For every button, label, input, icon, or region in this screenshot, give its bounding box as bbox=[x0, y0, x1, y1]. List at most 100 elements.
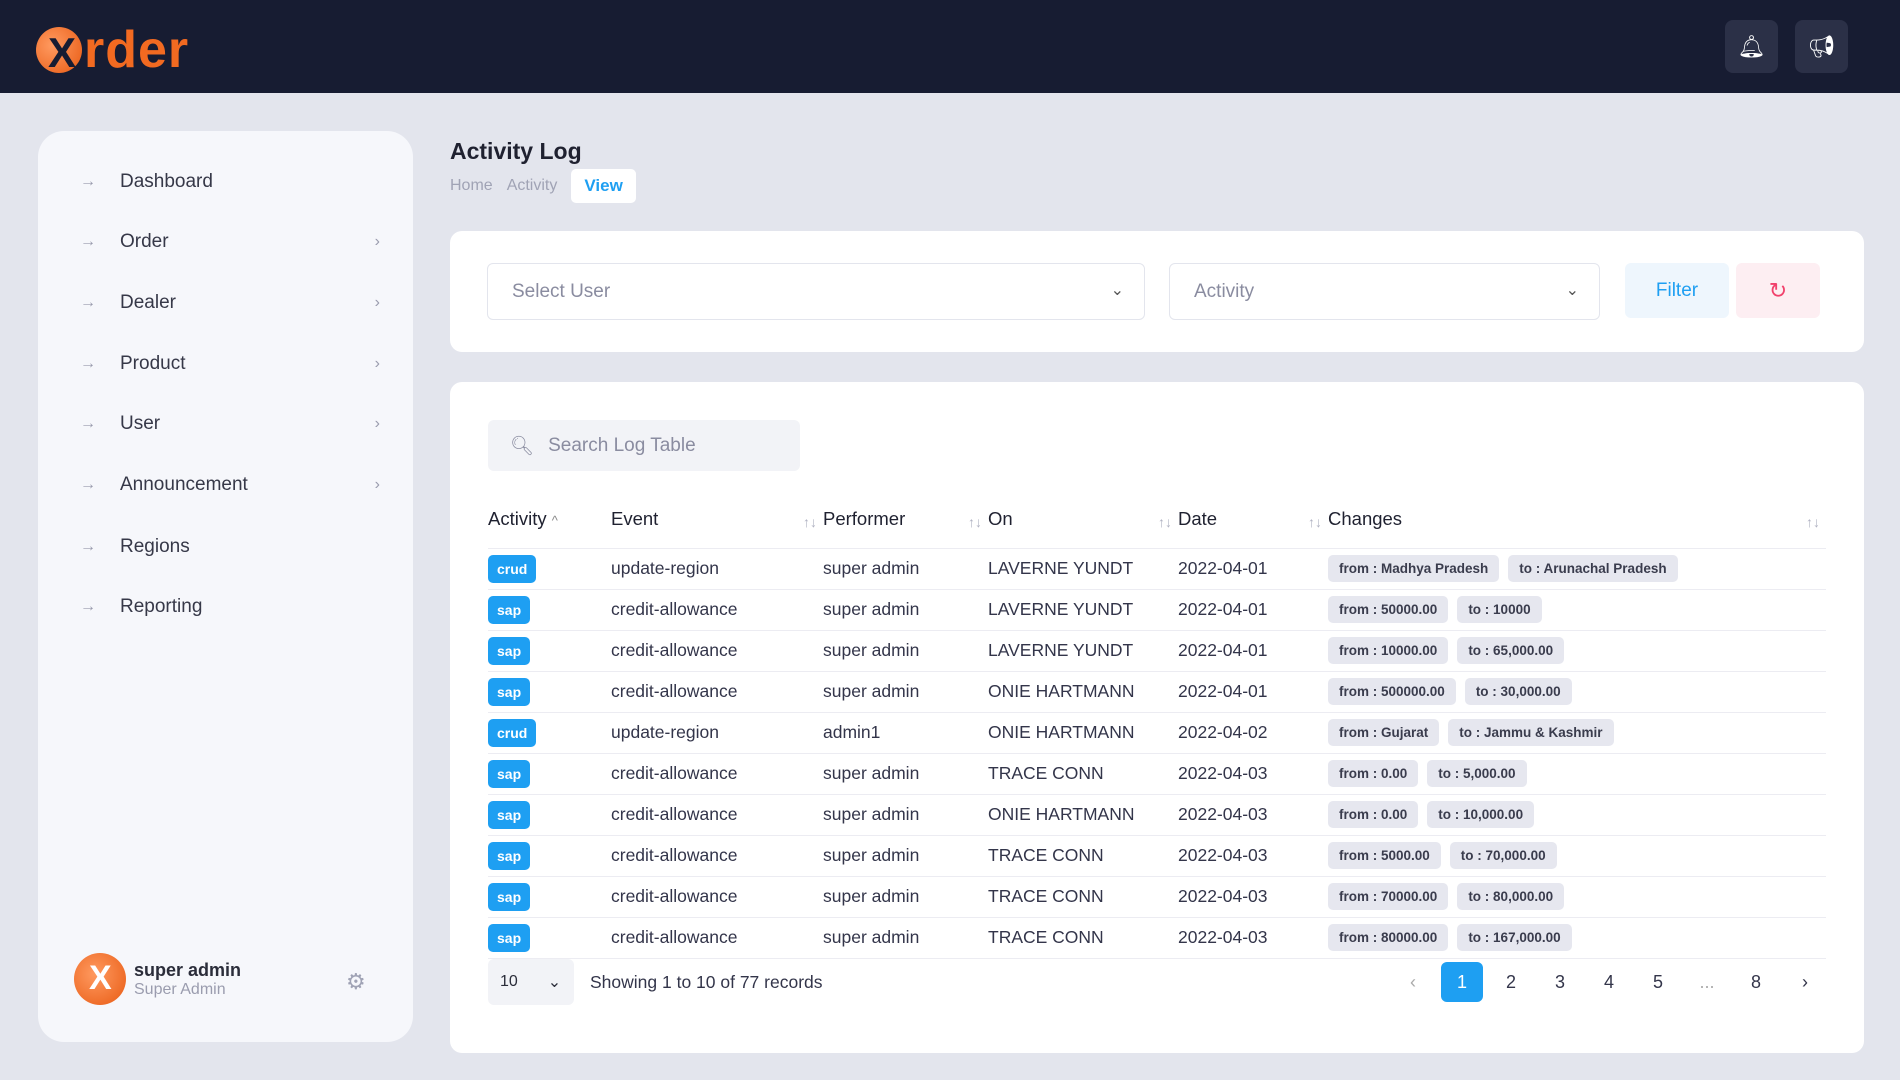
date-cell: 2022-04-03 bbox=[1178, 835, 1328, 877]
activity-badge: sap bbox=[488, 677, 531, 706]
on-cell: ONIE HARTMANN bbox=[988, 794, 1178, 836]
activity-badge: sap bbox=[488, 882, 531, 911]
change-to-chip: to : 10000 bbox=[1457, 596, 1542, 623]
sidebar-item-announcement[interactable]: → Announcement › bbox=[80, 465, 380, 505]
sidebar-item-product[interactable]: → Product › bbox=[80, 344, 380, 384]
column-header-changes[interactable]: Changes ↑↓ bbox=[1328, 490, 1826, 549]
arrow-right-icon: → bbox=[80, 294, 96, 311]
log-table-card: 🔍︎ Search Log Table Activity ^ Event ↑↓ Perf… bbox=[450, 382, 1864, 1053]
change-from-chip: from : 80000.00 bbox=[1328, 924, 1449, 951]
page-button[interactable]: 5 bbox=[1652, 971, 1663, 992]
column-header-on[interactable]: On ↑↓ bbox=[988, 490, 1178, 549]
sidebar-item-dealer[interactable]: → Dealer › bbox=[80, 283, 380, 323]
change-to-chip: to : 70,000.00 bbox=[1449, 842, 1557, 869]
sidebar-item-label: Announcement bbox=[120, 474, 248, 495]
breadcrumb-home[interactable]: Home bbox=[450, 177, 493, 194]
change-to-chip: to : 65,000.00 bbox=[1457, 637, 1565, 664]
search-icon: 🔍︎ bbox=[510, 435, 535, 457]
change-to-chip: to : 30,000.00 bbox=[1464, 678, 1572, 705]
sidebar-item-regions[interactable]: → Regions bbox=[80, 527, 380, 567]
event-cell: credit-allowance bbox=[611, 876, 823, 918]
page-size-select[interactable]: 10 ⌄ bbox=[488, 959, 574, 1005]
on-cell: TRACE CONN bbox=[988, 876, 1178, 918]
page-button[interactable]: 2 bbox=[1505, 971, 1516, 992]
page-button[interactable]: 3 bbox=[1554, 971, 1565, 992]
on-cell: LAVERNE YUNDT bbox=[988, 589, 1178, 631]
sidebar-item-label: User bbox=[120, 413, 161, 434]
logo-mark: X bbox=[36, 27, 82, 76]
chevron-down-icon: ⌄ bbox=[547, 974, 562, 991]
sidebar-item-label: Dashboard bbox=[120, 171, 213, 192]
notifications-button[interactable]: 🔔︎ bbox=[1725, 20, 1778, 73]
change-to-chip: to : Jammu & Kashmir bbox=[1448, 719, 1614, 746]
activity-badge: crud bbox=[488, 554, 537, 583]
reset-button[interactable]: ↻ bbox=[1736, 263, 1820, 318]
announcements-button[interactable]: 📢︎ bbox=[1795, 20, 1848, 73]
performer-cell: super admin bbox=[823, 794, 988, 836]
arrow-right-icon: → bbox=[80, 355, 96, 372]
sort-icon: ↑↓ bbox=[803, 514, 817, 530]
performer-cell: super admin bbox=[823, 753, 988, 795]
user-profile[interactable]: X super admin Super Admin bbox=[74, 953, 241, 1005]
prev-page-button[interactable]: ‹ bbox=[1410, 971, 1416, 992]
chevron-right-icon: › bbox=[374, 476, 380, 493]
column-header-date[interactable]: Date ↑↓ bbox=[1178, 490, 1328, 549]
performer-cell: super admin bbox=[823, 917, 988, 959]
performer-cell: super admin bbox=[823, 548, 988, 590]
on-cell: TRACE CONN bbox=[988, 835, 1178, 877]
logo[interactable]: X rder bbox=[36, 20, 189, 80]
column-header-activity[interactable]: Activity ^ bbox=[488, 490, 611, 549]
table-row: crud update-region admin1 ONIE HARTMANN … bbox=[488, 712, 1826, 754]
date-cell: 2022-04-01 bbox=[1178, 548, 1328, 590]
column-header-event[interactable]: Event ↑↓ bbox=[611, 490, 823, 549]
change-from-chip: from : 0.00 bbox=[1328, 801, 1419, 828]
table-row: sap credit-allowance super admin LAVERNE… bbox=[488, 630, 1826, 672]
change-from-chip: from : 70000.00 bbox=[1328, 883, 1449, 910]
sidebar-item-dashboard[interactable]: → Dashboard bbox=[80, 162, 380, 202]
performer-cell: super admin bbox=[823, 671, 988, 713]
sidebar-item-reporting[interactable]: → Reporting bbox=[80, 587, 380, 627]
sidebar-item-order[interactable]: → Order › bbox=[80, 222, 380, 262]
activity-badge: sap bbox=[488, 923, 531, 952]
sort-asc-icon: ^ bbox=[551, 512, 558, 528]
sort-icon: ↑↓ bbox=[1806, 514, 1820, 530]
change-from-chip: from : 10000.00 bbox=[1328, 637, 1449, 664]
breadcrumb-activity[interactable]: Activity bbox=[506, 177, 558, 194]
page-button[interactable]: 8 bbox=[1750, 971, 1761, 992]
event-cell: credit-allowance bbox=[611, 671, 823, 713]
arrow-right-icon: → bbox=[80, 538, 96, 555]
settings-gear-icon[interactable]: ⚙ bbox=[346, 969, 366, 994]
refresh-icon: ↻ bbox=[1768, 277, 1788, 303]
column-header-performer[interactable]: Performer ↑↓ bbox=[823, 490, 988, 549]
page-button[interactable]: 1 bbox=[1441, 962, 1483, 1002]
date-cell: 2022-04-01 bbox=[1178, 589, 1328, 631]
event-cell: credit-allowance bbox=[611, 835, 823, 877]
performer-cell: admin1 bbox=[823, 712, 988, 754]
event-cell: credit-allowance bbox=[611, 917, 823, 959]
performer-cell: super admin bbox=[823, 589, 988, 631]
table-row: sap credit-allowance super admin ONIE HA… bbox=[488, 671, 1826, 713]
pagination: ‹ 1 2 3 4 5... 8 › bbox=[1392, 962, 1826, 1002]
page-button[interactable]: 4 bbox=[1603, 971, 1614, 992]
sidebar-item-label: Reporting bbox=[120, 596, 203, 617]
sidebar-item-label: Order bbox=[120, 231, 169, 252]
arrow-right-icon: → bbox=[80, 233, 96, 250]
activity-dropdown[interactable]: Activity ⌄ bbox=[1169, 263, 1600, 320]
sidebar-item-user[interactable]: → User › bbox=[80, 404, 380, 444]
table-row: crud update-region super admin LAVERNE Y… bbox=[488, 548, 1826, 590]
date-cell: 2022-04-03 bbox=[1178, 753, 1328, 795]
select-user-dropdown[interactable]: Select User ⌄ bbox=[487, 263, 1145, 320]
arrow-right-icon: → bbox=[80, 173, 96, 190]
table-row: sap credit-allowance super admin TRACE C… bbox=[488, 876, 1826, 918]
filter-button[interactable]: Filter bbox=[1625, 263, 1729, 318]
table-row: sap credit-allowance super admin ONIE HA… bbox=[488, 794, 1826, 836]
search-input[interactable]: 🔍︎ Search Log Table bbox=[488, 420, 800, 471]
sidebar-item-label: Regions bbox=[120, 536, 190, 557]
chevron-down-icon: ⌄ bbox=[1110, 282, 1124, 299]
activity-badge: sap bbox=[488, 759, 531, 788]
next-page-button[interactable]: › bbox=[1802, 971, 1808, 992]
event-cell: update-region bbox=[611, 712, 823, 754]
performer-cell: super admin bbox=[823, 835, 988, 877]
chevron-down-icon: ⌄ bbox=[1565, 282, 1579, 299]
event-cell: credit-allowance bbox=[611, 753, 823, 795]
